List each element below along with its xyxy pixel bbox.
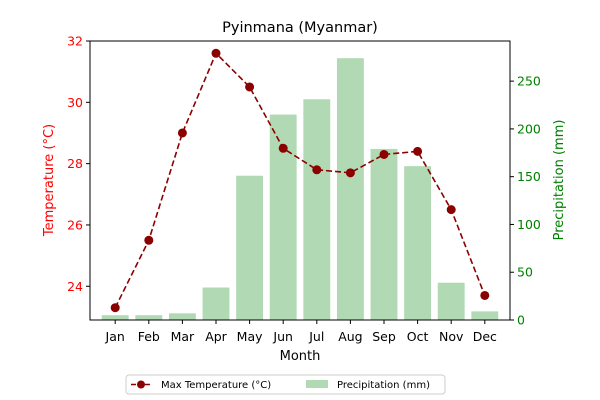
- x-tick-label: Jan: [105, 329, 125, 344]
- chart-title: Pyinmana (Myanmar): [222, 20, 378, 36]
- temperature-point: [345, 168, 355, 178]
- right-tick-label: 150: [517, 169, 541, 184]
- legend-bar-swatch: [306, 380, 328, 388]
- precipitation-bar: [471, 311, 499, 320]
- precipitation-bar: [202, 287, 230, 320]
- x-tick-label: Aug: [338, 329, 362, 344]
- precipitation-bars: [101, 58, 499, 321]
- x-tick-label: Jul: [308, 329, 324, 344]
- precipitation-bar: [168, 313, 196, 320]
- left-tick-label: 24: [67, 279, 83, 294]
- temperature-point: [480, 290, 490, 300]
- right-tick-label: 200: [517, 121, 541, 136]
- right-tick-label: 0: [517, 313, 525, 328]
- legend-box: [125, 374, 446, 395]
- temperature-point: [110, 303, 120, 313]
- precipitation-bar: [236, 175, 264, 320]
- left-axis: 24 26 28 30 32: [67, 34, 90, 294]
- precipitation-bar: [437, 282, 465, 320]
- temperature-point: [211, 48, 221, 58]
- temperature-point: [413, 146, 423, 156]
- right-axis: 0 50 100 150 200 250: [510, 74, 541, 328]
- temperature-point: [177, 128, 187, 138]
- left-axis-label: Temperature (°C): [42, 124, 57, 237]
- right-tick-label: 100: [517, 217, 541, 232]
- x-tick-label: May: [237, 329, 263, 344]
- precipitation-bar: [135, 315, 163, 320]
- plot-frame: [89, 40, 511, 321]
- x-axis: Jan Feb Mar Apr May Jun Jul Aug Sep Oct Nov Dec: [105, 320, 497, 344]
- legend-label-temperature: Max Temperature (°C): [161, 380, 271, 391]
- temperature-point: [312, 165, 322, 175]
- temperature-point: [446, 205, 456, 215]
- legend-label-precipitation: Precipitation (mm): [337, 380, 430, 391]
- x-tick-label: Oct: [407, 329, 429, 344]
- legend: Max Temperature (°C) Precipitation (mm): [125, 374, 446, 395]
- left-tick-label: 26: [67, 217, 83, 232]
- precipitation-bar: [303, 99, 331, 321]
- legend-marker-swatch: [137, 380, 145, 389]
- x-tick-label: Feb: [138, 329, 160, 344]
- x-tick-label: Dec: [473, 329, 497, 344]
- right-tick-label: 250: [517, 74, 541, 89]
- x-tick-label: Jun: [272, 329, 293, 344]
- temperature-point: [144, 235, 154, 245]
- left-tick-label: 32: [67, 34, 83, 49]
- right-axis-label: Precipitation (mm): [552, 120, 567, 241]
- precipitation-bar: [404, 166, 432, 320]
- precipitation-bar: [370, 148, 398, 320]
- left-tick-label: 28: [67, 156, 83, 171]
- precipitation-bar: [101, 315, 129, 320]
- precipitation-bar: [336, 58, 364, 320]
- temperature-point: [379, 149, 389, 159]
- temperature-point: [278, 143, 288, 153]
- right-tick-label: 50: [517, 265, 533, 280]
- x-tick-label: Mar: [171, 329, 195, 344]
- temperature-line: [110, 48, 490, 313]
- x-tick-label: Nov: [439, 329, 464, 344]
- temperature-point: [245, 82, 255, 92]
- left-tick-label: 30: [67, 95, 83, 110]
- x-axis-label: Month: [280, 349, 321, 364]
- x-tick-label: Sep: [372, 329, 396, 344]
- x-tick-label: Apr: [205, 329, 227, 344]
